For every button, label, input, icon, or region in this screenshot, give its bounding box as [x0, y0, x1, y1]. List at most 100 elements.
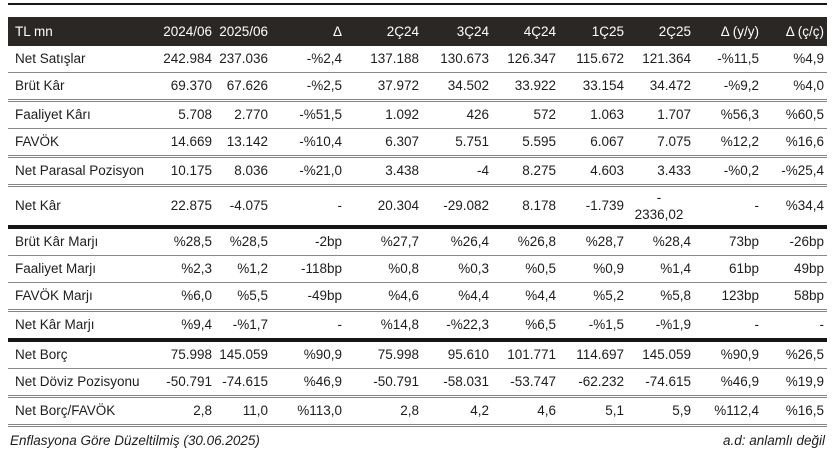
value-cell: 22.875 — [150, 185, 215, 229]
value-cell: -%22,3 — [422, 310, 492, 342]
value-cell: -%9,2 — [694, 72, 762, 102]
value-cell: %0,9 — [559, 255, 627, 283]
value-cell: 6.067 — [559, 128, 627, 158]
table-row: Net Satışlar 242.984 237.036 -%2,4 137.188 13… — [8, 46, 827, 73]
value-cell: -%1,7 — [215, 310, 271, 342]
value-cell: 2,8 — [150, 396, 215, 427]
value-cell: %113,0 — [271, 396, 345, 427]
value-cell: 14.669 — [150, 128, 215, 158]
value-cell: -%0,2 — [694, 156, 762, 187]
value-cell: %34,4 — [762, 185, 827, 229]
value-cell: 95.610 — [422, 340, 492, 369]
value-cell: - — [271, 185, 345, 229]
table-row: Net Borç/FAVÖK 2,8 11,0 %113,0 2,8 4,2 4,6 5,1 5… — [8, 396, 827, 427]
value-cell: - — [271, 310, 345, 342]
value-cell: -1.739 — [559, 185, 627, 229]
value-cell: %16,5 — [762, 396, 827, 427]
value-cell: 242.984 — [150, 46, 215, 73]
table-row: Net Parasal Pozisyon 10.175 8.036 -%21,0 3.4… — [8, 156, 827, 187]
value-cell: 58bp — [762, 282, 827, 312]
value-cell: 75.998 — [345, 340, 422, 369]
value-cell: 145.059 — [627, 340, 694, 369]
header-cell-delta-yy: Δ (y/y) — [694, 17, 762, 46]
row-label: Faaliyet Marjı — [8, 255, 150, 283]
value-cell: %6,5 — [492, 310, 559, 342]
value-cell: 572 — [492, 100, 559, 129]
table-row: Faaliyet Marjı %2,3 %1,2 -118bp %0,8 %0,3 %0,5… — [8, 255, 827, 283]
value-cell: %9,4 — [150, 310, 215, 342]
value-cell: %4,4 — [422, 282, 492, 312]
value-cell: -%2,5 — [271, 72, 345, 102]
value-cell: %26,8 — [492, 227, 559, 256]
value-cell: 5.751 — [422, 128, 492, 158]
value-cell: 426 — [422, 100, 492, 129]
value-cell: -50.791 — [150, 368, 215, 398]
value-cell: -%21,0 — [271, 156, 345, 187]
value-cell: %46,9 — [694, 368, 762, 398]
value-cell: 7.075 — [627, 128, 694, 158]
value-cell: 237.036 — [215, 46, 271, 73]
value-cell: %26,5 — [762, 340, 827, 369]
header-cell-1c25: 1Ç25 — [559, 17, 627, 46]
row-label: FAVÖK — [8, 128, 150, 158]
value-cell: - — [762, 310, 827, 342]
table-row: Net Borç 75.998 145.059 %90,9 75.998 95.610 10… — [8, 340, 827, 369]
value-cell: 34.502 — [422, 72, 492, 102]
value-cell: -%1,9 — [627, 310, 694, 342]
value-cell: 13.142 — [215, 128, 271, 158]
value-cell: -26bp — [762, 227, 827, 256]
header-cell-delta: Δ — [271, 17, 345, 46]
value-cell: -%2,4 — [271, 46, 345, 73]
value-cell: 6.307 — [345, 128, 422, 158]
value-cell: 11,0 — [215, 396, 271, 427]
table-row: Brüt Kâr 69.370 67.626 -%2,5 37.972 34.502 33.… — [8, 72, 827, 102]
row-label: Net Kâr — [8, 185, 150, 229]
header-cell-2025-06: 2025/06 — [215, 17, 271, 46]
value-cell: -74.615 — [627, 368, 694, 398]
value-cell: %6,0 — [150, 282, 215, 312]
value-cell: %19,9 — [762, 368, 827, 398]
value-cell: %27,7 — [345, 227, 422, 256]
value-cell: 121.364 — [627, 46, 694, 73]
value-cell: 2.770 — [215, 100, 271, 129]
table-row: Net Kâr Marjı %9,4 -%1,7- %14,8 -%22,3 %6,5 -%… — [8, 310, 827, 342]
value-cell: %0,3 — [422, 255, 492, 283]
row-label: Net Borç/FAVÖK — [8, 396, 150, 427]
value-cell: 114.697 — [559, 340, 627, 369]
row-label: Net Satışlar — [8, 46, 150, 73]
value-cell: -%11,5 — [694, 46, 762, 73]
row-label: Brüt Kâr — [8, 72, 150, 102]
value-cell: 130.673 — [422, 46, 492, 73]
value-cell: %90,9 — [694, 340, 762, 369]
header-cell-2c25: 2Ç25 — [627, 17, 694, 46]
value-cell: -%51,5 — [271, 100, 345, 129]
row-label: Net Döviz Pozisyonu — [8, 368, 150, 398]
value-cell: %60,5 — [762, 100, 827, 129]
value-cell: %112,4 — [694, 396, 762, 427]
value-cell: 1.063 — [559, 100, 627, 129]
value-cell: %46,9 — [271, 368, 345, 398]
value-cell: %5,5 — [215, 282, 271, 312]
value-cell: %90,9 — [271, 340, 345, 369]
value-cell: 101.771 — [492, 340, 559, 369]
value-cell: 10.175 — [150, 156, 215, 187]
value-cell: 5.595 — [492, 128, 559, 158]
value-cell: 69.370 — [150, 72, 215, 102]
value-cell: %5,2 — [559, 282, 627, 312]
row-label: Faaliyet Kârı — [8, 100, 150, 129]
table-row: FAVÖK 14.669 13.142 -%10,4 6.307 5.751 5.595 6.… — [8, 128, 827, 158]
value-cell: 8.178 — [492, 185, 559, 229]
value-cell: 67.626 — [215, 72, 271, 102]
value-cell: -53.747 — [492, 368, 559, 398]
value-cell: 5.708 — [150, 100, 215, 129]
row-label: Net Parasal Pozisyon — [8, 156, 150, 187]
value-cell: 137.188 — [345, 46, 422, 73]
value-cell: 5,1 — [559, 396, 627, 427]
header-cell-3c24: 3Ç24 — [422, 17, 492, 46]
header-row: TL mn 2024/06 2025/06 Δ 2Ç24 3Ç24 4Ç24 1… — [8, 17, 827, 46]
value-cell: %2,3 — [150, 255, 215, 283]
value-cell: 49bp — [762, 255, 827, 283]
value-cell: %12,2 — [694, 128, 762, 158]
table-body: Net Satışlar 242.984 237.036 -%2,4 137.188 13… — [8, 46, 827, 427]
value-cell: %56,3 — [694, 100, 762, 129]
